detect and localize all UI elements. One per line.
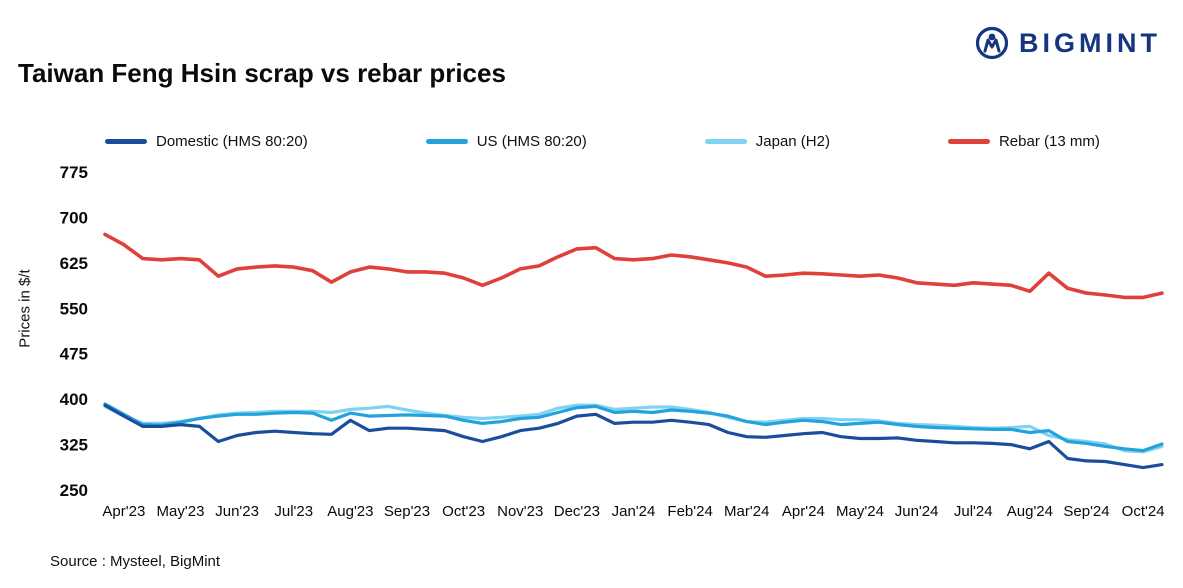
chart-canvas: 250 325 400 475 550 625 700 775 Apr'23 May'23 Jun'… xyxy=(60,163,1165,520)
x-tick-label: Jan'24 xyxy=(612,503,656,520)
x-tick-label: Apr'23 xyxy=(102,503,145,520)
y-tick-label: 700 xyxy=(60,208,88,227)
x-tick-label: May'23 xyxy=(157,503,205,520)
page-title: Taiwan Feng Hsin scrap vs rebar prices xyxy=(18,58,506,88)
x-tick-label: Aug'24 xyxy=(1007,503,1053,520)
legend-label: US (HMS 80:20) xyxy=(476,133,587,150)
x-tick-label: May'24 xyxy=(836,503,884,520)
x-tick-label: Jul'23 xyxy=(274,503,313,520)
legend-label: Domestic (HMS 80:20) xyxy=(156,133,308,150)
x-tick-label: Nov'23 xyxy=(497,503,543,520)
legend-label: Rebar (13 mm) xyxy=(998,133,1100,150)
legend-item[interactable]: Japan (H2) xyxy=(704,133,830,150)
line-chart: 250 325 400 475 550 625 700 775 Apr'23 May'23 Jun'… xyxy=(30,158,1170,535)
x-tick-label: Oct'23 xyxy=(442,503,485,520)
x-tick-label: Jul'24 xyxy=(954,503,993,520)
y-tick-label: 550 xyxy=(60,299,88,318)
y-tick-label: 475 xyxy=(60,345,88,364)
x-tick-label: Jun'23 xyxy=(215,503,259,520)
legend-item[interactable]: Rebar (13 mm) xyxy=(947,133,1100,150)
x-tick-label: Oct'24 xyxy=(1122,503,1165,520)
legend-label: Japan (H2) xyxy=(755,133,830,150)
source-note: Source : Mysteel, BigMint xyxy=(50,553,221,570)
x-tick-label: Aug'23 xyxy=(327,503,373,520)
y-tick-label: 625 xyxy=(60,254,88,273)
x-tick-label: Sep'24 xyxy=(1063,503,1109,520)
bigmint-logo-icon xyxy=(975,26,1009,60)
x-tick-label: Mar'24 xyxy=(724,503,769,520)
legend-swatch-icon xyxy=(105,139,147,144)
bigmint-logo-text: BIGMINT xyxy=(1019,27,1161,58)
chart-legend: Domestic (HMS 80:20) US (HMS 80:20) Japan … xyxy=(105,133,1123,150)
series-line xyxy=(103,232,1164,300)
legend-swatch-icon xyxy=(947,139,990,144)
legend-swatch-icon xyxy=(425,139,468,144)
x-tick-label: Apr'24 xyxy=(782,503,825,520)
legend-swatch-icon xyxy=(704,139,747,144)
legend-item[interactable]: Domestic (HMS 80:20) xyxy=(105,133,308,150)
x-tick-label: Jun'24 xyxy=(895,503,939,520)
x-tick-label: Feb'24 xyxy=(667,503,712,520)
legend-item[interactable]: US (HMS 80:20) xyxy=(425,133,587,150)
y-tick-label: 400 xyxy=(60,390,88,409)
x-tick-label: Dec'23 xyxy=(554,503,600,520)
bigmint-logo: BIGMINT xyxy=(975,26,1161,60)
series-line xyxy=(103,402,1164,453)
y-tick-label: 775 xyxy=(60,163,88,182)
series-line xyxy=(103,403,1164,470)
x-tick-label: Sep'23 xyxy=(384,503,430,520)
y-tick-label: 250 xyxy=(60,481,88,500)
y-tick-label: 325 xyxy=(60,436,88,455)
